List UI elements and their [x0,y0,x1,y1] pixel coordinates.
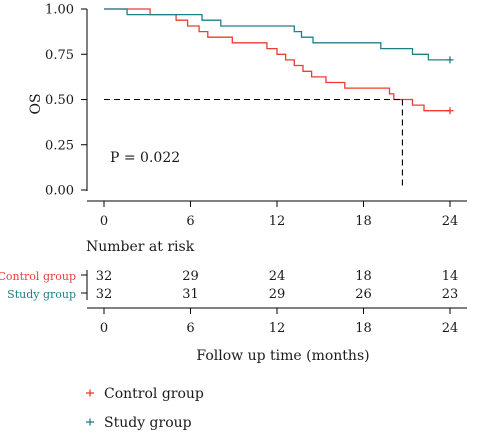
y-tick-label: 0.75 [45,48,74,63]
x-tick-label: 18 [355,214,372,229]
median-survival-reference [104,98,403,187]
survival-curves [104,8,454,115]
risk-count: 32 [96,269,113,284]
x-tick-label: 24 [442,214,459,229]
y-ticks: 0.00 0.25 0.50 0.75 1.00 [45,3,87,199]
risk-table-x-ticks: 0 6 12 18 24 [100,308,458,336]
risk-count: 18 [355,269,372,284]
risk-count: 14 [442,269,459,284]
risk-x-tick-label: 12 [269,321,286,336]
risk-count: 32 [96,287,113,302]
legend-label-study-group: Study group [104,415,192,431]
legend-label-control-group: Control group [104,386,204,402]
legend: Control group Study group [86,386,204,431]
risk-table-title: Number at risk [86,239,195,255]
risk-count: 23 [442,287,459,302]
x-tick-label: 0 [100,214,108,229]
risk-row-label: Study group [7,288,76,301]
risk-count: 29 [182,269,199,284]
y-tick-label: 0.25 [45,138,74,153]
risk-row-label: Control group [0,270,76,283]
curve-study-group [104,8,450,61]
risk-count: 26 [355,287,372,302]
curve-control-group [104,8,450,112]
risk-count: 31 [182,287,199,302]
risk-x-tick-label: 0 [100,321,108,336]
risk-count: 24 [269,269,286,284]
y-axis-title: OS [28,93,44,114]
risk-count: 29 [269,287,286,302]
y-tick-label: 1.00 [45,3,74,18]
plot-axes [86,9,467,202]
risk-x-tick-label: 6 [186,321,194,336]
risk-table: Control group 32 29 24 18 14 Study group 32 31 29… [0,269,467,309]
risk-x-tick-label: 24 [442,321,459,336]
x-tick-label: 12 [269,214,286,229]
x-axis-title: Follow up time (months) [196,348,369,364]
censor-mark-study-group [446,56,454,64]
y-tick-label: 0.00 [45,184,74,199]
x-tick-label: 6 [186,214,194,229]
x-ticks: 0 6 12 18 24 [100,201,458,229]
y-tick-label: 0.50 [45,93,74,108]
risk-x-tick-label: 18 [355,321,372,336]
censor-mark-control-group [446,107,454,115]
p-value-label: P = 0.022 [110,150,180,166]
